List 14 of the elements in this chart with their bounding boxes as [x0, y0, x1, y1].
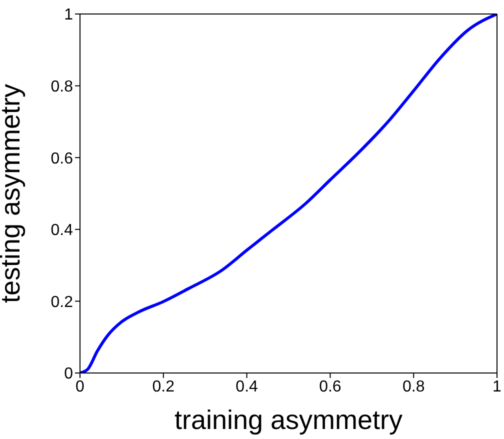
y-tick-label: 0.4	[50, 222, 74, 240]
x-tick-label: 0.8	[402, 378, 425, 396]
x-tick-label: 0.4	[236, 378, 258, 396]
x-axis-title: training asymmetry	[174, 405, 404, 435]
y-tick-label: 0.6	[50, 150, 74, 168]
y-tick-label: 0	[64, 366, 74, 383]
y-tick-label: 0.2	[50, 294, 74, 311]
x-tick-label: 0.2	[152, 378, 175, 396]
y-tick-label: 1	[64, 6, 74, 24]
y-axis-title: testing asymmetry	[0, 83, 26, 304]
y-tick-label: 0.8	[50, 78, 74, 96]
x-tick-label: 0	[76, 378, 85, 396]
x-tick-label: 0.6	[319, 378, 342, 396]
x-tick-label: 1	[492, 378, 502, 396]
